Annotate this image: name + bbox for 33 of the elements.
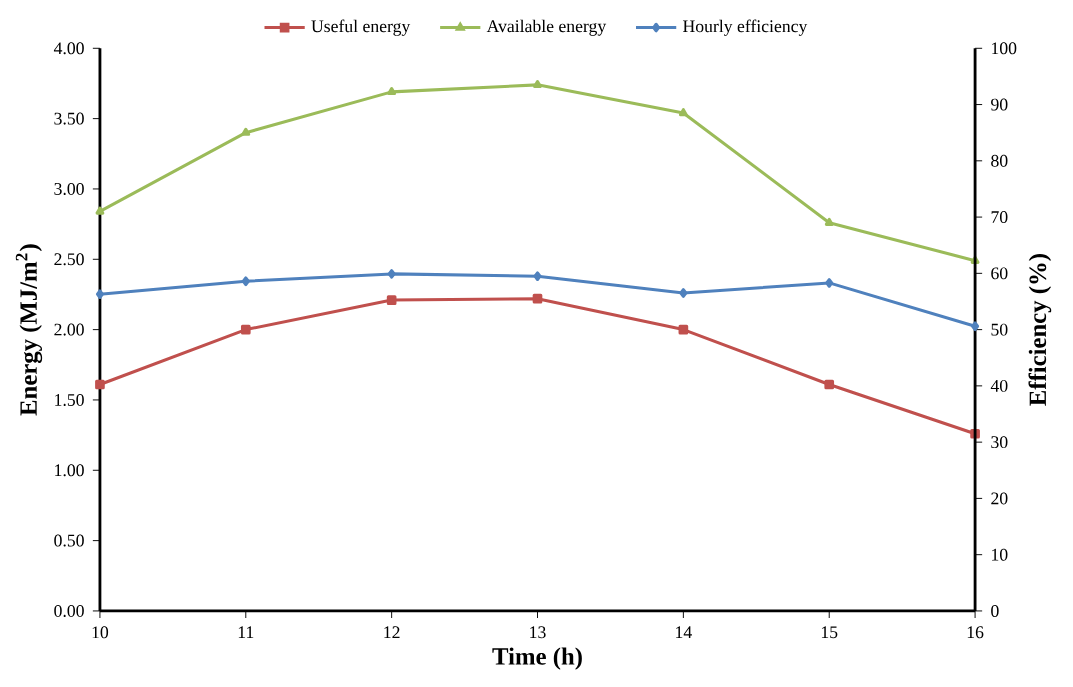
y2-tick-label: 90 — [991, 98, 1008, 111]
y2-tick-label: 50 — [991, 323, 1008, 336]
y2-tick-label: 60 — [991, 267, 1008, 280]
y2-tick-label: 30 — [991, 436, 1008, 449]
y2-tick-label: 0 — [991, 605, 999, 618]
y2-axis-title: Efficiency (%) — [1028, 254, 1052, 406]
x-tick-label: 13 — [530, 626, 546, 639]
y-tick-label: 3.50 — [54, 112, 84, 125]
y2-tick-label: 100 — [992, 42, 1017, 55]
y-tick-label: 2.50 — [54, 253, 84, 266]
y2-tick-label: 40 — [990, 380, 1008, 392]
y2-tick-label: 80 — [991, 154, 1008, 167]
x-tick-label: 12 — [384, 626, 400, 639]
x-tick-label: 14 — [676, 626, 692, 639]
y-tick-label: 0.50 — [54, 534, 84, 547]
legend-label: Available energy — [486, 19, 607, 36]
x-tick-label: 15 — [821, 626, 838, 639]
y-tick-label: 1.50 — [55, 394, 84, 407]
y-axis-title: Energy (MJ/m$^{2}$) — [15, 244, 43, 416]
y-tick-label: 4.00 — [53, 42, 84, 55]
x-tick-label: 10 — [92, 626, 109, 639]
x-tick-label: 11 — [238, 626, 254, 639]
legend-label: Hourly efficiency — [683, 19, 808, 36]
y-tick-label: 2.00 — [54, 323, 84, 336]
y-tick-label: 0.00 — [54, 605, 84, 618]
y-tick-label: 1.00 — [55, 464, 84, 477]
x-axis-title: Time (h) — [492, 647, 582, 670]
legend-label: Useful energy — [311, 19, 411, 36]
y-tick-label: 3.00 — [54, 183, 84, 196]
y2-tick-label: 10 — [992, 548, 1008, 561]
y2-tick-label: 70 — [991, 211, 1008, 224]
x-tick-label: 16 — [967, 626, 984, 639]
y2-tick-label: 20 — [991, 492, 1008, 505]
